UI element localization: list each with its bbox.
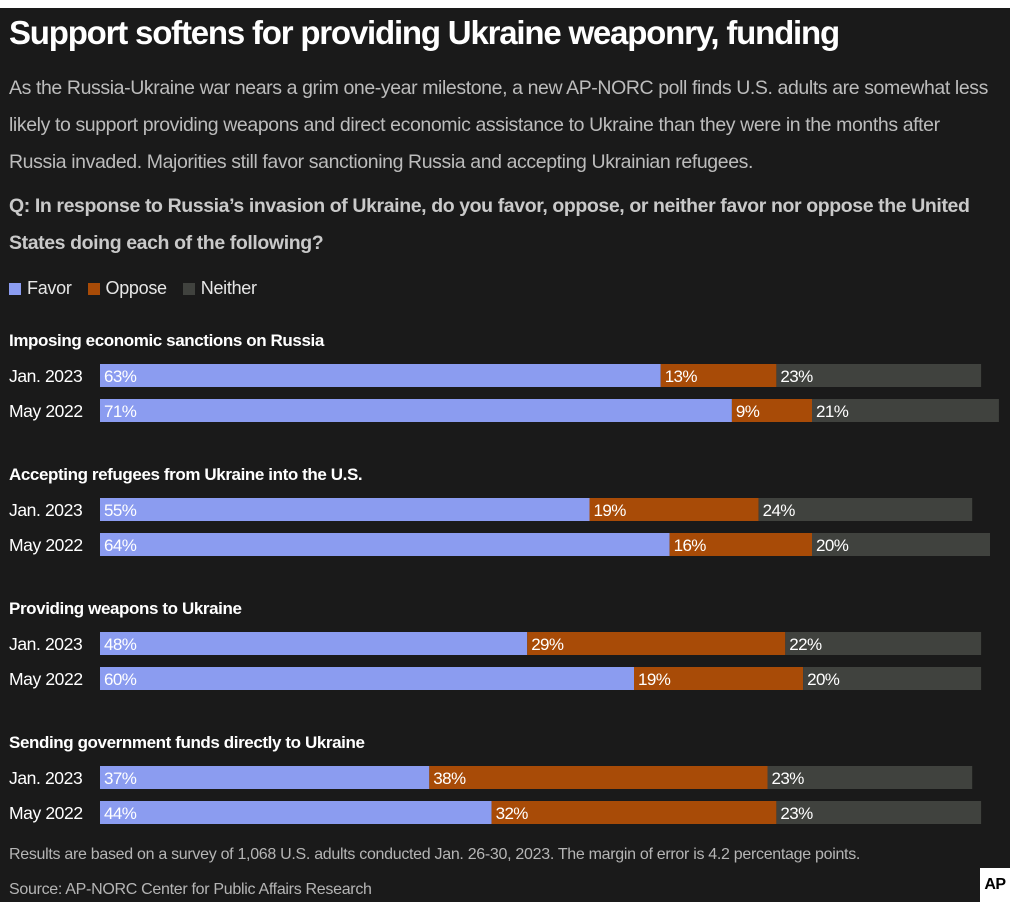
legend-label-favor: Favor: [27, 278, 72, 298]
data-label-favor: 64%: [104, 536, 137, 555]
legend: Favor Oppose Neither: [9, 278, 273, 299]
data-label-favor: 44%: [104, 804, 137, 823]
data-label-neither: 23%: [772, 769, 805, 788]
bar-segment-favor: [100, 364, 661, 387]
bar-segment-oppose: [634, 667, 804, 690]
bar-segment-oppose: [660, 364, 777, 387]
data-label-oppose: 38%: [433, 769, 466, 788]
legend-label-neither: Neither: [200, 278, 257, 298]
bar-segment-neither: [767, 766, 973, 789]
bar-segment-oppose: [589, 498, 759, 521]
legend-swatch-neither: [182, 282, 195, 295]
data-label-neither: 23%: [780, 804, 813, 823]
group-label: Accepting refugees from Ukraine into the…: [9, 465, 362, 484]
data-label-oppose: 32%: [496, 804, 529, 823]
bar-segment-oppose: [491, 801, 777, 824]
bar-segment-neither: [803, 667, 982, 690]
bar-segment-neither: [812, 399, 999, 422]
data-label-favor: 55%: [104, 501, 137, 520]
data-label-neither: 20%: [816, 536, 849, 555]
data-label-neither: 21%: [816, 402, 849, 421]
data-label-favor: 48%: [104, 635, 137, 654]
bar-segment-neither: [785, 632, 982, 655]
ap-logo-text: AP: [984, 876, 1006, 893]
row-period-label: May 2022: [9, 669, 83, 689]
source-note: Source: AP-NORC Center for Public Affair…: [9, 881, 372, 898]
bar-segment-favor: [100, 533, 670, 556]
data-label-favor: 37%: [104, 769, 137, 788]
bar-segment-favor: [100, 632, 528, 655]
bar-segment-oppose: [669, 533, 812, 556]
bar-segment-favor: [100, 667, 634, 690]
chart-subtitle: As the Russia-Ukraine war nears a grim o…: [9, 77, 988, 173]
data-label-favor: 63%: [104, 367, 137, 386]
survey-question: Q: In response to Russia’s invasion of U…: [9, 195, 970, 254]
stacked-bar-chart: Imposing economic sanctions on Russia Jan…: [9, 331, 999, 824]
legend-item-neither: Neither: [182, 278, 257, 299]
legend-item-favor: Favor: [9, 278, 72, 299]
data-label-oppose: 9%: [736, 402, 760, 421]
legend-swatch-oppose: [87, 282, 100, 295]
bar-segment-favor: [100, 801, 492, 824]
data-label-neither: 20%: [807, 670, 840, 689]
data-label-oppose: 19%: [638, 670, 671, 689]
data-label-neither: 23%: [780, 367, 813, 386]
legend-swatch-favor: [9, 282, 21, 295]
row-period-label: Jan. 2023: [9, 366, 82, 386]
bar-segment-neither: [758, 498, 973, 521]
row-period-label: Jan. 2023: [9, 634, 82, 654]
row-period-label: May 2022: [9, 803, 83, 823]
data-label-neither: 24%: [763, 501, 796, 520]
bar-segment-oppose: [731, 399, 812, 422]
legend-label-oppose: Oppose: [105, 278, 168, 298]
group-label: Providing weapons to Ukraine: [9, 599, 242, 618]
data-label-oppose: 29%: [531, 635, 564, 654]
bar-segment-oppose: [527, 632, 786, 655]
legend-item-oppose: Oppose: [87, 278, 168, 299]
group-label: Imposing economic sanctions on Russia: [9, 331, 325, 350]
row-period-label: Jan. 2023: [9, 768, 82, 788]
data-label-neither: 22%: [789, 635, 822, 654]
data-label-favor: 60%: [104, 670, 137, 689]
bar-segment-neither: [776, 801, 982, 824]
row-period-label: Jan. 2023: [9, 500, 82, 520]
bar-segment-oppose: [429, 766, 768, 789]
row-period-label: May 2022: [9, 401, 83, 421]
data-label-favor: 71%: [104, 402, 137, 421]
bar-segment-neither: [812, 533, 990, 556]
chart-panel: Support softens for providing Ukraine we…: [0, 8, 1010, 902]
bar-segment-favor: [100, 399, 732, 422]
ap-logo: AP: [980, 868, 1010, 902]
row-period-label: May 2022: [9, 535, 83, 555]
footnote: Results are based on a survey of 1,068 U…: [9, 846, 861, 863]
bar-segment-favor: [100, 498, 590, 521]
data-label-oppose: 16%: [674, 536, 707, 555]
bar-segment-neither: [776, 364, 982, 387]
bar-segment-favor: [100, 766, 430, 789]
data-label-oppose: 13%: [665, 367, 698, 386]
group-label: Sending government funds directly to Ukr…: [9, 733, 365, 752]
data-label-oppose: 19%: [594, 501, 627, 520]
chart-title: Support softens for providing Ukraine we…: [9, 14, 840, 51]
